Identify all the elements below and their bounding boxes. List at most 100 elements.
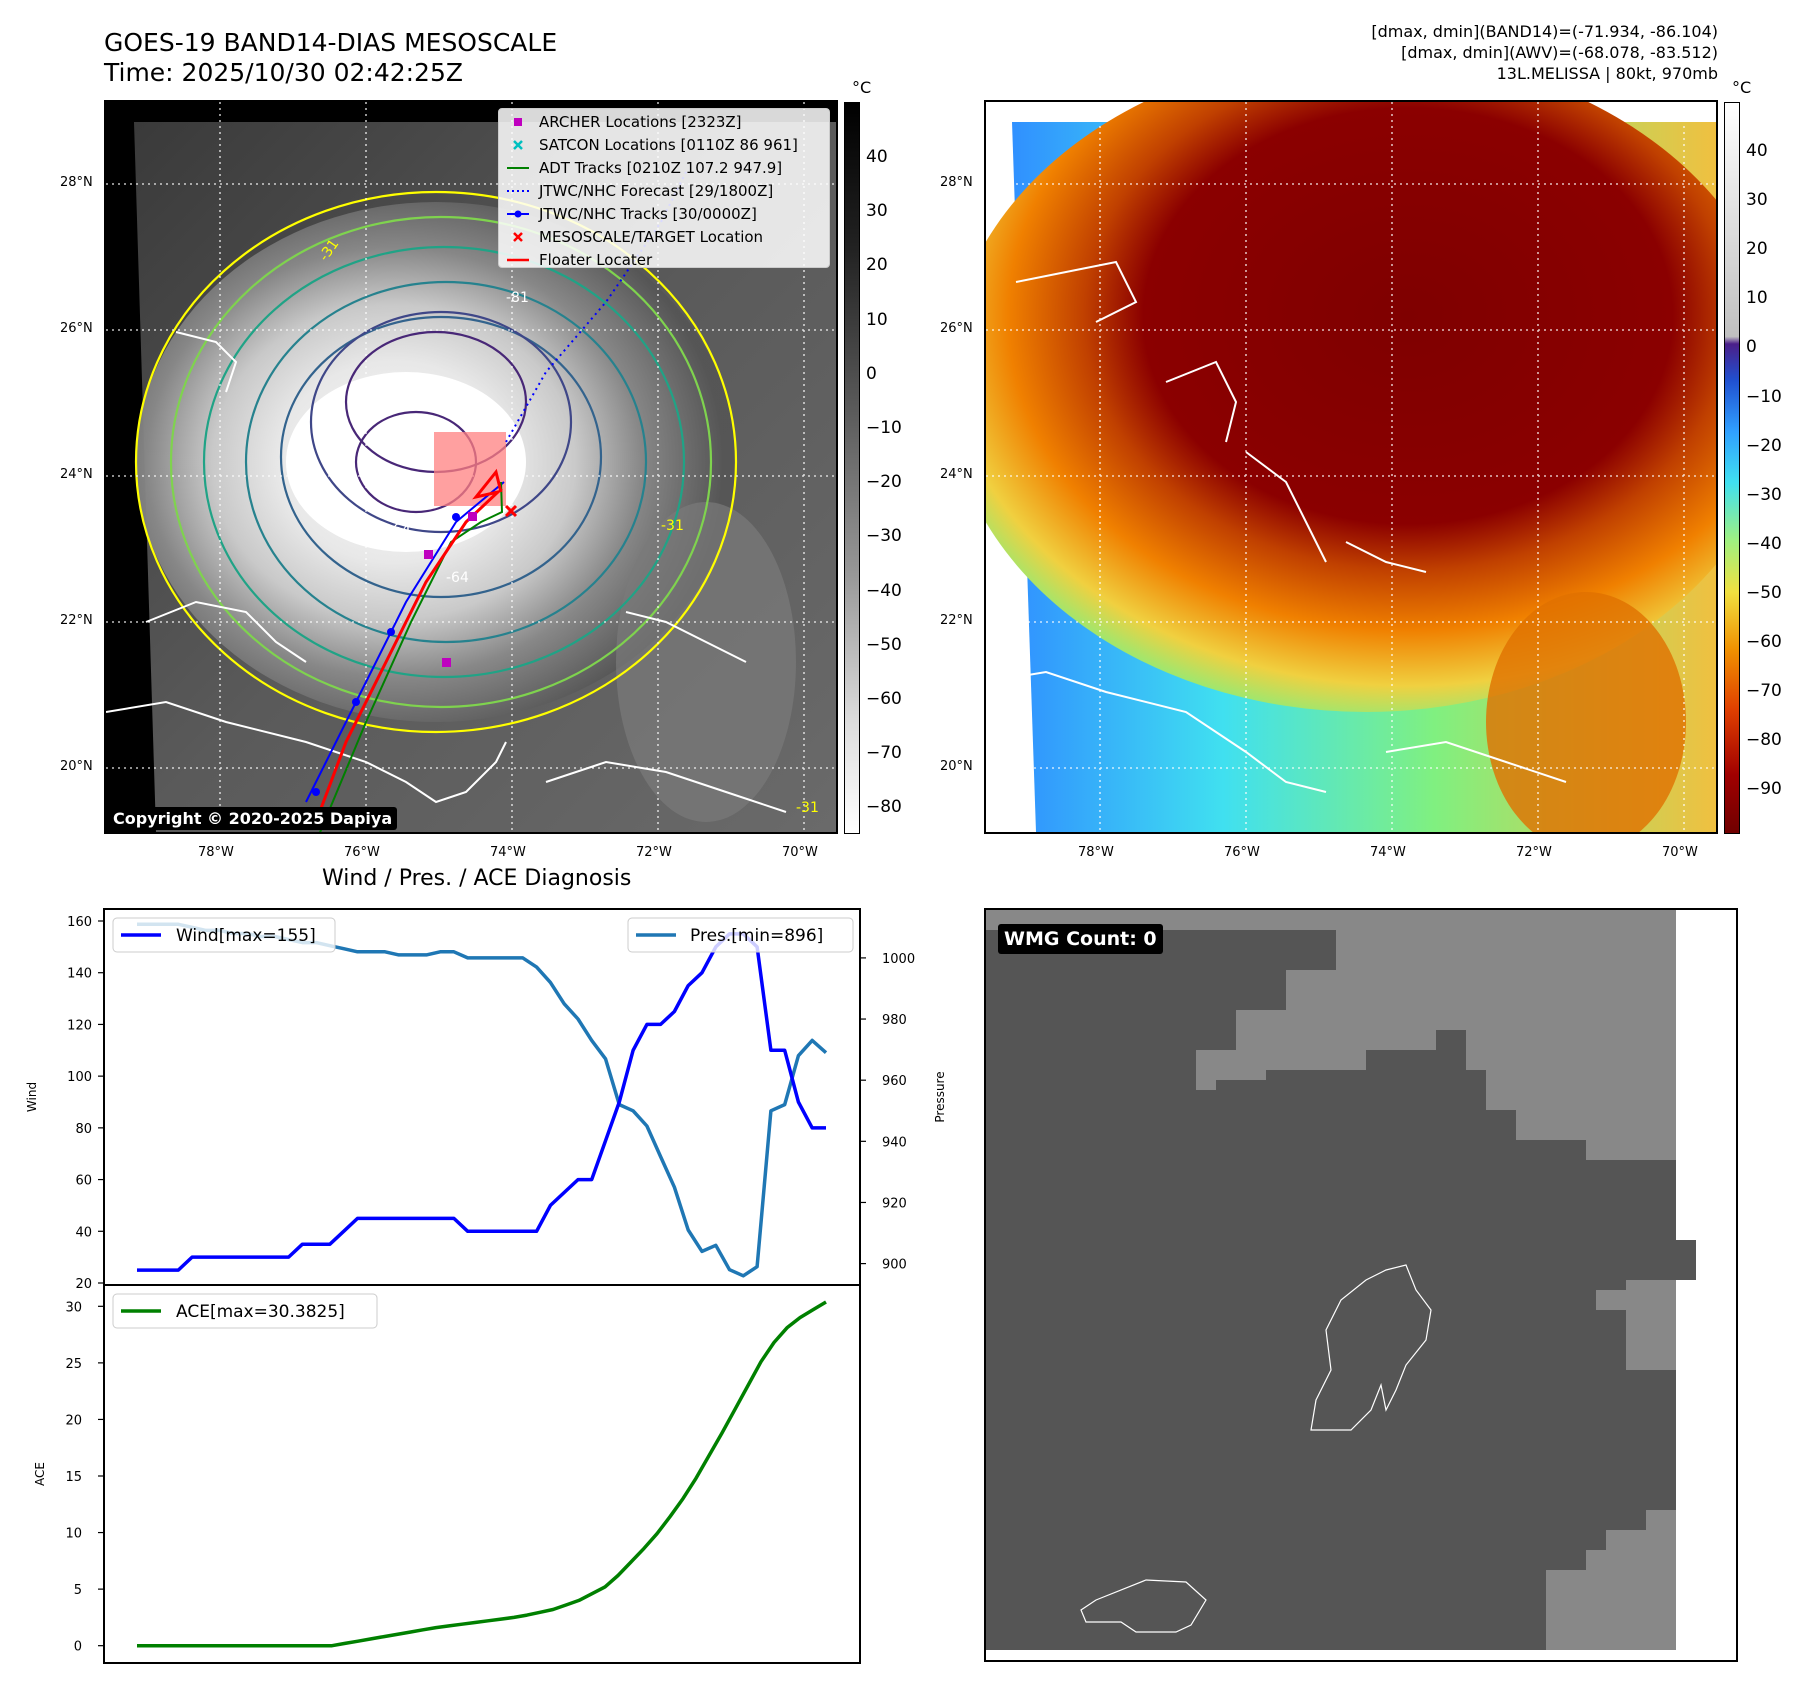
- wmg-image: [986, 910, 1696, 1650]
- legend-item-satcon: SATCON Locations [0110Z 86 961]: [507, 135, 798, 155]
- pressure-y-tick: 900: [882, 1258, 907, 1273]
- floater-track: [312, 468, 504, 828]
- enh-colorbar-tick: −40: [1746, 533, 1782, 554]
- ace-y-tick: 10: [65, 1527, 82, 1542]
- info-awv: [dmax, dmin](AWV)=(-68.078, -83.512): [1401, 43, 1718, 62]
- ir-lon-label: 76°W: [344, 845, 380, 860]
- wind-legend-label: Wind[max=155]: [176, 926, 316, 946]
- ir-colorbar-tick: −80: [866, 797, 902, 818]
- ir-lat-label: 28°N: [60, 175, 93, 190]
- pressure-line: [137, 922, 828, 1278]
- ace-y-tick: 25: [65, 1357, 82, 1372]
- ir-colorbar-tick: 40: [866, 147, 888, 167]
- legend-item-archer: ARCHER Locations [2323Z]: [507, 112, 742, 132]
- enhanced-map-image: [986, 102, 1716, 832]
- enhanced-map-panel: [984, 100, 1718, 834]
- enh-lat-label: 26°N: [940, 321, 973, 336]
- wind-y-tick: 80: [75, 1122, 92, 1137]
- ir-lon-label: 72°W: [636, 845, 672, 860]
- ir-lat-label: 22°N: [60, 613, 93, 628]
- ace-y-tick: 15: [65, 1470, 82, 1485]
- ir-colorbar-tick: −60: [866, 689, 902, 709]
- contour-label: -81: [506, 290, 529, 306]
- nhc-track-point: [312, 788, 320, 796]
- pressure-y-tick: 960: [882, 1074, 907, 1089]
- enh-colorbar-tick: −80: [1746, 730, 1782, 751]
- ir-colorbar-tick: 0: [866, 363, 877, 384]
- ir-lon-label: 78°W: [198, 845, 234, 860]
- enh-colorbar-tick: −10: [1746, 386, 1782, 407]
- wind-y-tick: 40: [75, 1225, 92, 1240]
- legend-item-forecast: JTWC/NHC Forecast [29/1800Z]: [507, 182, 774, 200]
- nhc-track-point: [352, 698, 360, 706]
- enh-lon-label: 72°W: [1516, 845, 1552, 860]
- ir-lon-label: 70°W: [782, 845, 818, 860]
- enh-colorbar-tick: 0: [1746, 337, 1757, 358]
- enh-lat-label: 20°N: [940, 759, 973, 774]
- ir-colorbar-tick: 10: [866, 309, 888, 330]
- enh-colorbar-tick: 10: [1746, 288, 1768, 309]
- target-marker: [504, 504, 518, 518]
- ace-axis-label: ACE: [33, 1462, 47, 1486]
- info-storm: 13L.MELISSA | 80kt, 970mb: [1496, 64, 1718, 83]
- ir-lat-label: 26°N: [60, 321, 93, 336]
- ace-legend: [112, 1293, 378, 1329]
- nhc-track: [305, 481, 505, 803]
- wind-line: [137, 932, 826, 1272]
- enh-lon-label: 74°W: [1370, 845, 1406, 860]
- ir-colorbar-tick: 20: [866, 255, 888, 276]
- ir-colorbar-tick: −40: [866, 580, 902, 601]
- enh-colorbar-tick: −60: [1746, 632, 1782, 652]
- nhc-track-point: [387, 628, 395, 636]
- legend-item-target: MESOSCALE/TARGET Location: [507, 227, 763, 247]
- archer-point: [468, 512, 477, 521]
- enh-colorbar-tick: −70: [1746, 681, 1782, 702]
- contour-label: -31: [796, 800, 819, 816]
- contour-label: -31: [661, 518, 684, 534]
- ir-colorbar-tick: −50: [866, 634, 902, 655]
- wind-y-tick: 60: [75, 1174, 92, 1189]
- ace-line: [137, 1300, 827, 1648]
- enh-lon-label: 78°W: [1078, 845, 1114, 860]
- wind-y-tick: 20: [75, 1277, 92, 1292]
- ace-y-tick: 0: [74, 1640, 82, 1655]
- contour-label: -64: [446, 570, 469, 586]
- chart-time: Time: 2025/10/30 02:42:25Z: [104, 58, 463, 87]
- wind-y-tick: 100: [67, 1070, 92, 1085]
- enh-lat-label: 22°N: [940, 613, 973, 628]
- enh-colorbar-tick: −50: [1746, 582, 1782, 603]
- wind-y-tick: 140: [67, 967, 92, 982]
- ir-map-legend: ARCHER Locations [2323Z] SATCON Location…: [498, 108, 830, 269]
- ir-colorbar-tick: −20: [866, 472, 902, 493]
- ir-colorbar-tick: −30: [866, 526, 902, 547]
- pressure-axis-label: Pressure: [933, 1071, 947, 1122]
- enh-colorbar-unit: °C: [1732, 78, 1752, 97]
- pressure-y-tick: 980: [882, 1013, 907, 1028]
- legend-item-floater: Floater Locater: [507, 251, 653, 269]
- copyright-label: Copyright © 2020-2025 Dapiya: [108, 807, 398, 830]
- contour-label: -64: [388, 522, 411, 538]
- pressure-y-tick: 940: [882, 1135, 907, 1150]
- pressure-legend-label: Pres.[min=896]: [690, 926, 823, 946]
- wmg-count-label: WMG Count: 0: [998, 924, 1163, 954]
- ace-y-tick: 5: [74, 1583, 82, 1598]
- ir-colorbar-tick: 30: [866, 201, 888, 222]
- enh-colorbar-tick: −90: [1746, 779, 1782, 800]
- legend-item-adt: ADT Tracks [0210Z 107.2 947.9]: [507, 159, 783, 177]
- ace-legend-label: ACE[max=30.3825]: [176, 1302, 345, 1322]
- ir-map-panel: -31 -81 -81 -64 -64 -31 -31: [104, 100, 838, 834]
- wind-y-tick: 160: [67, 915, 92, 930]
- nhc-track-point: [452, 513, 460, 521]
- wind-axis-label: Wind: [25, 1082, 39, 1112]
- ir-colorbar-tick: −10: [866, 418, 902, 438]
- ace-axes: [103, 1284, 861, 1664]
- wmg-panel: WMG Count: 0: [984, 908, 1738, 1662]
- archer-point: [424, 550, 433, 559]
- enh-colorbar-tick: 20: [1746, 239, 1768, 260]
- enh-colorbar-tick: −20: [1746, 435, 1782, 456]
- ir-lat-label: 20°N: [60, 759, 93, 774]
- diagnosis-title: Wind / Pres. / ACE Diagnosis: [322, 866, 632, 891]
- ir-lat-label: 24°N: [60, 467, 93, 482]
- enh-colorbar-tick: 40: [1746, 141, 1768, 161]
- enh-colorbar: [1724, 102, 1740, 834]
